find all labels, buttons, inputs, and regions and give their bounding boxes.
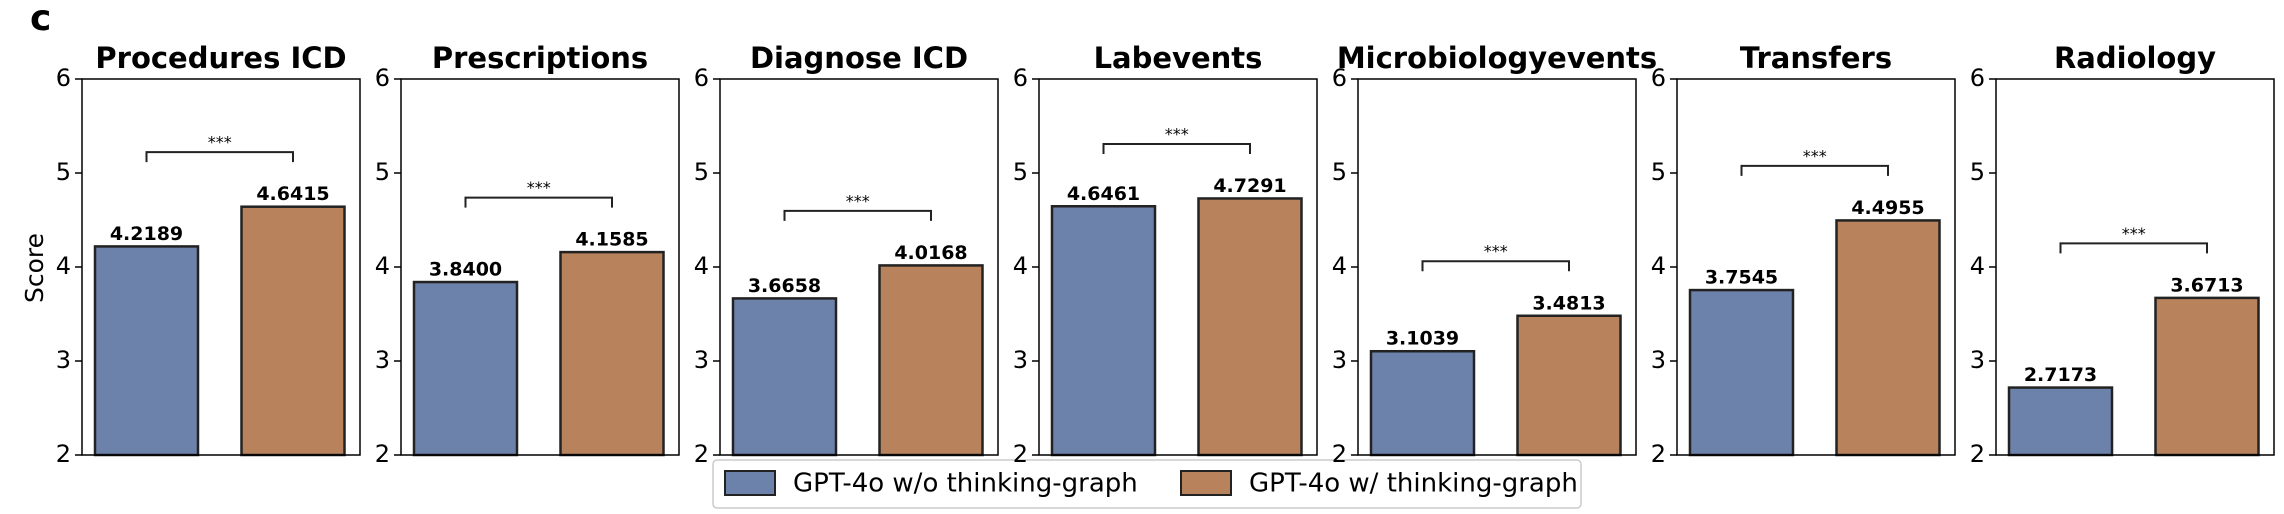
legend-swatch xyxy=(1180,470,1232,496)
significance-label: *** xyxy=(1165,124,1189,143)
y-tick-label: 5 xyxy=(56,158,71,186)
y-tick-label: 6 xyxy=(56,64,71,92)
significance-label: *** xyxy=(1803,146,1827,165)
panel-label: c xyxy=(30,0,51,39)
y-tick-label: 4 xyxy=(375,252,390,280)
significance-label: *** xyxy=(2122,224,2146,243)
bar xyxy=(1050,205,1157,457)
plot-frame xyxy=(1676,78,1956,456)
bar xyxy=(559,250,665,457)
chart-title: Diagnose ICD xyxy=(750,41,968,75)
y-tick-label: 6 xyxy=(694,64,709,92)
value-label: 3.8400 xyxy=(429,259,502,281)
bar xyxy=(2007,386,2114,457)
y-tick-label: 2 xyxy=(1013,440,1028,468)
chart-title: Procedures ICD xyxy=(95,41,346,75)
y-tick-label: 5 xyxy=(694,158,709,186)
y-tick-label: 3 xyxy=(1651,346,1666,374)
legend-label: GPT-4o w/o thinking-graph xyxy=(793,469,1138,499)
plot-frame xyxy=(719,78,999,456)
significance-label: *** xyxy=(846,191,870,210)
y-tick-label: 6 xyxy=(1970,64,1985,92)
y-tick-label: 5 xyxy=(375,158,390,186)
value-label: 3.1039 xyxy=(1386,328,1459,350)
y-tick-label: 2 xyxy=(694,440,709,468)
bar xyxy=(1835,219,1941,457)
y-tick-label: 4 xyxy=(694,252,709,280)
plot-frame xyxy=(400,78,680,456)
y-tick-label: 5 xyxy=(1332,158,1347,186)
value-label: 2.7173 xyxy=(2024,364,2097,386)
value-label: 4.6461 xyxy=(1067,183,1140,205)
y-tick-label: 4 xyxy=(1651,252,1666,280)
y-tick-label: 2 xyxy=(375,440,390,468)
bar xyxy=(2154,296,2260,457)
value-label: 4.1585 xyxy=(575,229,648,251)
value-label: 4.7291 xyxy=(1213,175,1286,197)
y-tick-label: 4 xyxy=(1970,252,1985,280)
plot-frame xyxy=(1995,78,2275,456)
y-tick-label: 4 xyxy=(1332,252,1347,280)
chart-title: Transfers xyxy=(1740,41,1892,75)
significance-bracket xyxy=(145,151,294,163)
y-tick-label: 6 xyxy=(1651,64,1666,92)
y-tick-label: 5 xyxy=(1651,158,1666,186)
plot-frame xyxy=(81,78,361,456)
y-tick-label: 6 xyxy=(375,64,390,92)
y-tick-label: 2 xyxy=(1970,440,1985,468)
plot-frame xyxy=(1038,78,1318,456)
legend-label: GPT-4o w/ thinking-graph xyxy=(1249,469,1578,499)
value-label: 4.0168 xyxy=(894,242,967,264)
y-tick-label: 2 xyxy=(1651,440,1666,468)
y-tick-label: 3 xyxy=(56,346,71,374)
chart-title: Radiology xyxy=(2054,41,2216,75)
value-label: 4.2189 xyxy=(110,223,183,245)
bar xyxy=(93,245,200,457)
bar xyxy=(878,264,984,457)
value-label: 3.6658 xyxy=(748,275,821,297)
y-tick-label: 2 xyxy=(56,440,71,468)
value-label: 3.4813 xyxy=(1532,292,1605,314)
value-label: 3.6713 xyxy=(2170,274,2243,296)
significance-label: *** xyxy=(1484,242,1508,261)
y-tick-label: 3 xyxy=(694,346,709,374)
chart-title: Labevents xyxy=(1094,41,1263,75)
bar xyxy=(1688,288,1795,457)
y-tick-label: 3 xyxy=(375,346,390,374)
bar xyxy=(1197,197,1303,457)
bar xyxy=(731,297,838,457)
value-label: 4.6415 xyxy=(256,183,329,205)
value-label: 4.4955 xyxy=(1851,197,1924,219)
y-tick-label: 3 xyxy=(1332,346,1347,374)
value-label: 3.7545 xyxy=(1705,267,1778,289)
y-tick-label: 3 xyxy=(1013,346,1028,374)
significance-bracket xyxy=(1421,260,1570,272)
y-tick-label: 6 xyxy=(1332,64,1347,92)
significance-bracket xyxy=(1740,164,1889,176)
y-tick-label: 2 xyxy=(1332,440,1347,468)
y-tick-label: 5 xyxy=(1970,158,1985,186)
bar xyxy=(240,205,346,457)
significance-label: *** xyxy=(527,178,551,197)
bar xyxy=(412,280,519,457)
y-tick-label: 3 xyxy=(1970,346,1985,374)
y-tick-label: 6 xyxy=(1013,64,1028,92)
bar xyxy=(1369,349,1476,457)
y-tick-label: 5 xyxy=(1013,158,1028,186)
bar xyxy=(1516,314,1622,457)
significance-bracket xyxy=(2059,242,2208,254)
plot-frame xyxy=(1357,78,1637,456)
chart-title: Prescriptions xyxy=(432,41,648,75)
significance-bracket xyxy=(783,209,932,221)
y-axis-label: Score xyxy=(20,233,49,303)
legend-swatch xyxy=(724,470,776,496)
y-tick-label: 4 xyxy=(56,252,71,280)
significance-bracket xyxy=(1102,142,1251,154)
legend-box xyxy=(712,459,1582,509)
chart-title: Microbiologyevents xyxy=(1337,41,1657,75)
y-tick-label: 4 xyxy=(1013,252,1028,280)
significance-bracket xyxy=(464,196,613,208)
significance-label: *** xyxy=(208,133,232,152)
